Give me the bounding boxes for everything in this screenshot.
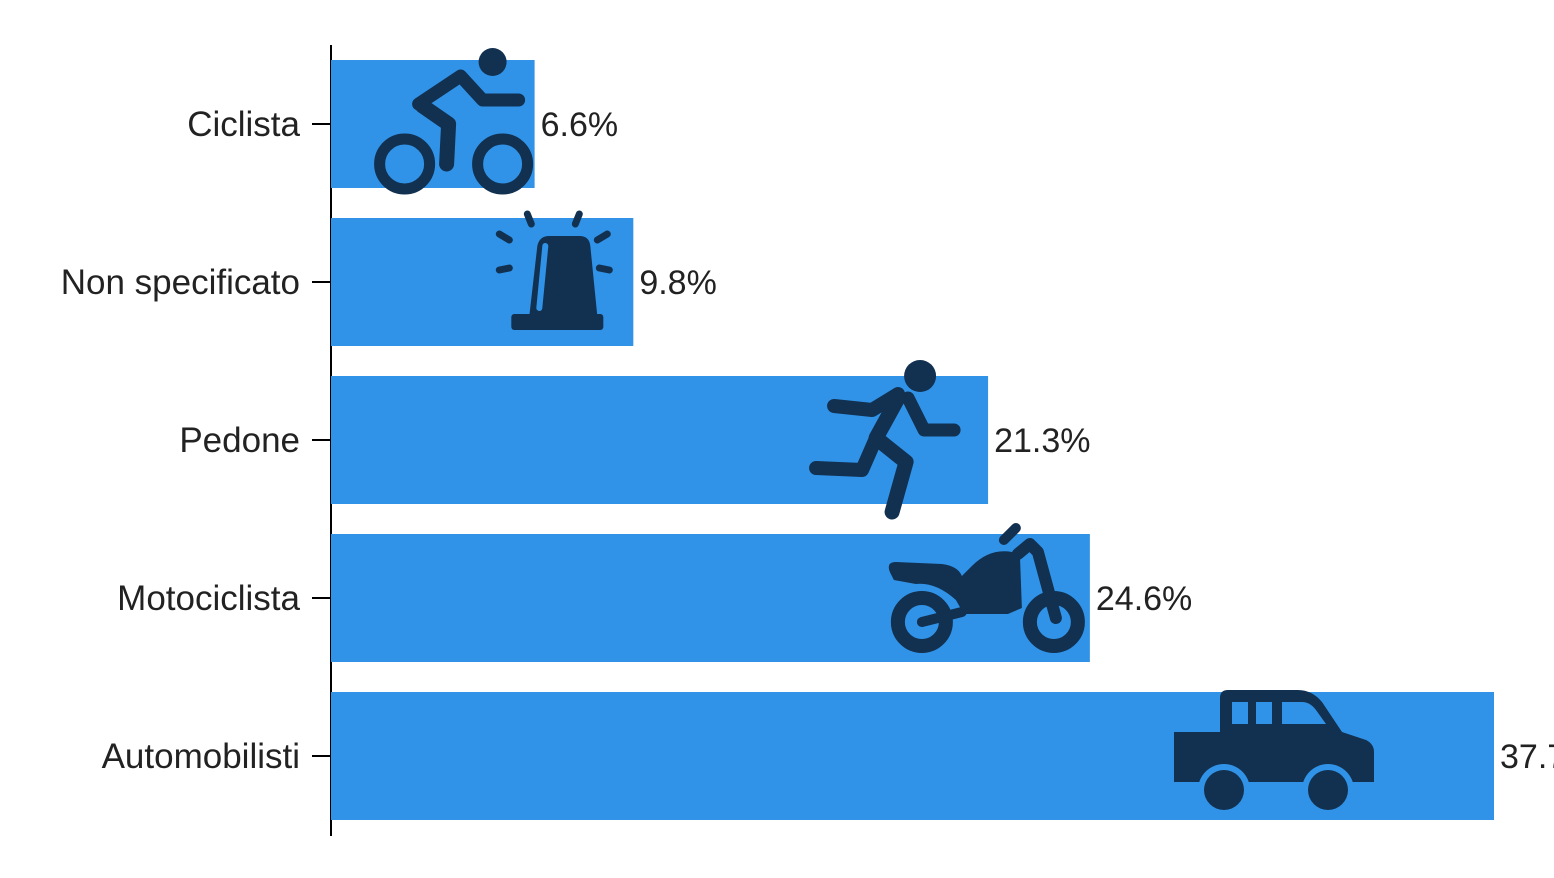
value-label-ciclista: 6.6%	[541, 106, 619, 144]
value-label-pedone: 21.3%	[994, 422, 1090, 460]
pedestrian-icon	[809, 360, 961, 520]
category-label-pedone: Pedone	[179, 421, 300, 460]
value-label-motociclista: 24.6%	[1096, 580, 1192, 618]
category-label-non-specificato: Non specificato	[61, 263, 300, 302]
motorcycle-icon	[888, 523, 1085, 653]
cyclist-icon	[374, 48, 534, 195]
value-label-automobilisti: 37.7%	[1500, 738, 1554, 776]
icons-layer	[374, 48, 1374, 816]
car-icon	[1174, 690, 1374, 816]
category-label-ciclista: Ciclista	[187, 105, 300, 144]
siren-icon	[495, 210, 613, 330]
value-label-non-specificato: 9.8%	[639, 264, 717, 302]
category-label-motociclista: Motociclista	[117, 579, 300, 618]
category-label-automobilisti: Automobilisti	[102, 737, 300, 776]
labels-layer: Ciclista 6.6% Non specificato 9.8% Pedone 21.…	[61, 105, 1554, 776]
